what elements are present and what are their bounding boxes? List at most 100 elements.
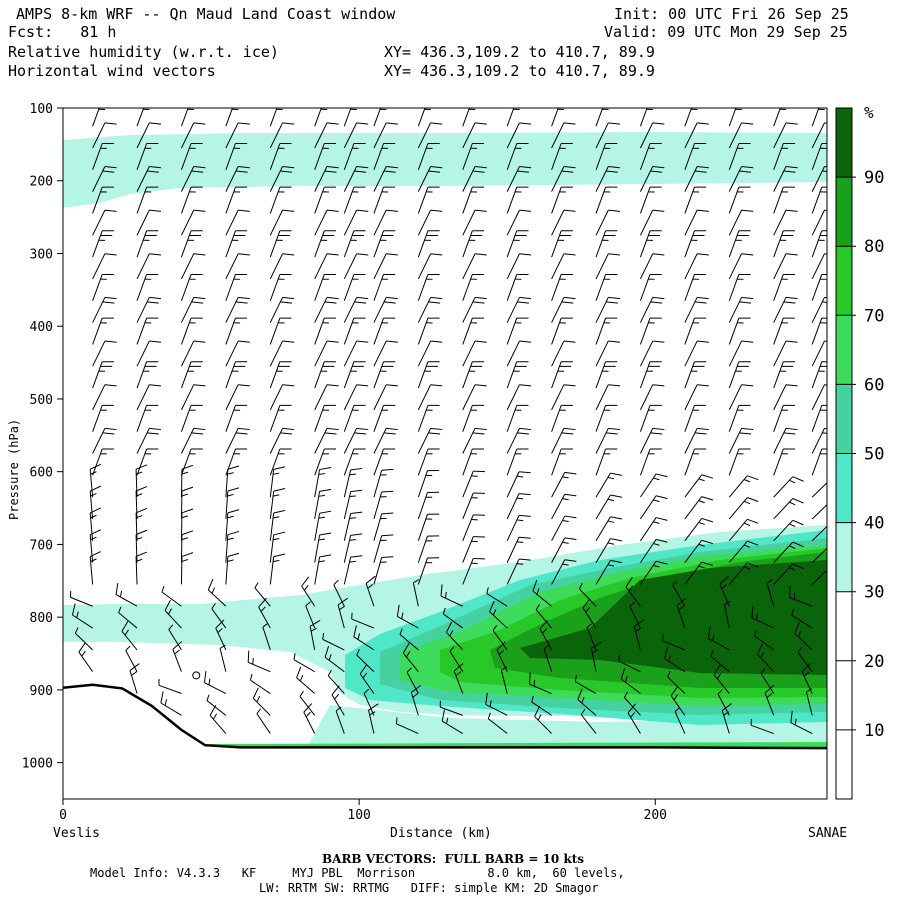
wind-barb — [359, 663, 375, 694]
colorbar-swatch — [836, 522, 852, 592]
wind-barb — [343, 384, 369, 411]
wind-barb — [373, 317, 396, 345]
wind-barb — [811, 317, 827, 345]
forecast-hour: Fcst: 81 h — [8, 23, 117, 41]
wind-barb — [203, 670, 227, 694]
wind-barb — [462, 122, 487, 149]
wind-barb — [506, 536, 531, 563]
x-tick-label: 100 — [347, 808, 370, 823]
wind-barb — [343, 489, 363, 520]
wind-barb — [578, 583, 597, 607]
wind-barb — [417, 122, 443, 149]
wind-barb — [417, 186, 440, 214]
wind-barb — [254, 582, 271, 607]
humidity-fill — [63, 132, 827, 799]
wind-barb — [343, 209, 369, 236]
wind-barb — [811, 569, 827, 585]
wind-barb — [225, 340, 250, 367]
wind-barb — [225, 108, 239, 127]
wind-barb — [551, 361, 573, 389]
wind-barb — [797, 646, 813, 673]
wind-barb — [136, 384, 161, 411]
wind-barb — [485, 692, 508, 716]
wind-barb — [225, 209, 250, 236]
wind-barb — [723, 600, 730, 629]
colorbar-swatch — [836, 108, 852, 178]
wind-barb — [462, 448, 485, 476]
wind-barb — [314, 296, 339, 323]
wind-barb — [582, 598, 597, 629]
wind-barb — [314, 143, 336, 170]
wind-barb — [551, 209, 576, 236]
wind-barb — [773, 209, 798, 236]
wind-barb — [343, 317, 366, 345]
wind-barb — [506, 514, 531, 541]
wind-barb — [667, 670, 686, 694]
wind-barb — [551, 122, 576, 149]
wind-barb — [684, 561, 714, 585]
wind-barb — [462, 230, 485, 258]
y-tick-label: 900 — [30, 684, 53, 699]
wind-barb — [551, 143, 573, 170]
wind-barb — [225, 404, 248, 432]
wind-barb — [269, 143, 292, 170]
wind-barb — [773, 253, 798, 280]
wind-barb — [135, 551, 148, 585]
wind-barb — [92, 427, 117, 454]
wind-barb — [595, 253, 620, 280]
wind-barb — [160, 691, 182, 716]
wind-barb — [506, 340, 532, 367]
wind-barb — [368, 703, 379, 734]
wind-barb — [535, 604, 552, 629]
wind-barb — [92, 273, 114, 301]
colorbar-label: 50 — [864, 445, 884, 465]
wind-barb — [551, 471, 577, 498]
wind-barb — [365, 575, 376, 607]
wind-barb — [639, 340, 665, 367]
wind-barb — [373, 427, 398, 454]
wind-barb — [462, 296, 487, 323]
y-tick-label: 700 — [30, 538, 53, 553]
y-tick-label: 300 — [30, 247, 53, 262]
wind-barb — [180, 448, 203, 476]
wind-barb — [811, 384, 827, 411]
wind-barb — [791, 609, 813, 629]
wind-barb — [129, 663, 140, 694]
wind-barb — [343, 533, 363, 563]
wind-barb — [728, 186, 751, 214]
wind-barb — [164, 599, 182, 629]
wind-barb — [728, 448, 751, 476]
wind-barb — [506, 471, 531, 498]
wind-barb — [595, 361, 618, 389]
x-start-label: Veslis — [53, 826, 100, 841]
wind-barb — [269, 108, 283, 127]
wind-barb — [136, 317, 159, 345]
wind-barb — [314, 384, 339, 411]
wind-barb — [684, 122, 709, 149]
wind-barb — [462, 273, 485, 301]
wind-barb — [590, 641, 602, 672]
colorbar-unit: % — [864, 103, 874, 122]
wind-barb — [417, 296, 443, 323]
wind-barb — [639, 209, 665, 236]
wind-barb — [486, 587, 508, 607]
wind-barb — [811, 547, 827, 563]
wind-barb — [410, 684, 421, 716]
wind-barb — [412, 579, 420, 607]
field-name-2: Horizontal wind vectors — [8, 62, 216, 80]
wind-barb — [449, 646, 464, 672]
wind-barb — [180, 404, 203, 432]
wind-barb — [721, 703, 732, 734]
wind-barb — [445, 621, 464, 651]
colorbar-label: 70 — [864, 306, 884, 326]
wind-barb — [462, 384, 487, 411]
wind-barb — [249, 673, 271, 694]
wind-barb — [595, 340, 620, 367]
wind-barb — [580, 709, 597, 734]
wind-barb — [811, 253, 827, 280]
wind-barb — [180, 186, 203, 214]
wind-barb — [181, 340, 206, 367]
wind-barb — [373, 108, 387, 127]
wind-barb — [684, 273, 707, 301]
y-tick-label: 200 — [30, 175, 53, 190]
